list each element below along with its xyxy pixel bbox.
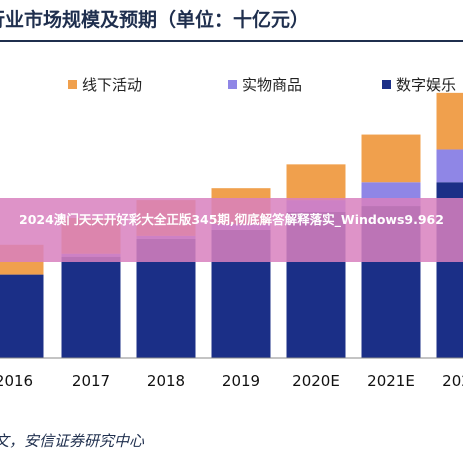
title-divider: [0, 40, 463, 42]
x-tick-label: 2016: [0, 372, 33, 390]
legend-swatch: [382, 80, 391, 89]
legend-swatch: [68, 80, 77, 89]
x-tick-label: 2021E: [367, 372, 415, 390]
source-note: 文，安信证券研究中心: [0, 430, 463, 452]
bar-2020E-series-2: [286, 164, 346, 201]
bar-2022E-series-1: [436, 149, 463, 183]
bar-2021E-series-2: [361, 134, 421, 183]
overlay-banner-text: 2024澳门天天开好彩大全正版345期,彻底解答解释落实_Windows9.96…: [19, 212, 444, 227]
x-tick-label: 2019: [222, 372, 260, 390]
legend-label: 实物商品: [242, 76, 302, 94]
overlay-banner: 2024澳门天天开好彩大全正版345期,彻底解答解释落实_Windows9.96…: [0, 198, 463, 262]
x-axis-ticks: 2016 2017 2018 2019 2020E 2021E 2022E: [0, 372, 463, 390]
bar-2016-series-0: [0, 274, 44, 358]
chart-title: 行业市场规模及预期（单位：十亿元）: [0, 6, 463, 34]
bar-2017-series-0: [61, 256, 121, 358]
chart-title-text: 行业市场规模及预期（单位：十亿元）: [0, 9, 310, 31]
x-tick-label: 2018: [147, 372, 185, 390]
x-tick-label: 2017: [72, 372, 110, 390]
x-tick-label: 2020E: [292, 372, 340, 390]
bar-2022E-series-2: [436, 92, 463, 150]
legend-swatch: [228, 80, 237, 89]
chart-legend: 线下活动 实物商品 数字娱乐: [68, 76, 456, 94]
x-tick-label: 2022E: [442, 372, 463, 390]
legend-label: 数字娱乐: [396, 76, 456, 94]
source-note-text: 文，安信证券研究中心: [0, 432, 145, 450]
legend-label: 线下活动: [82, 76, 142, 94]
